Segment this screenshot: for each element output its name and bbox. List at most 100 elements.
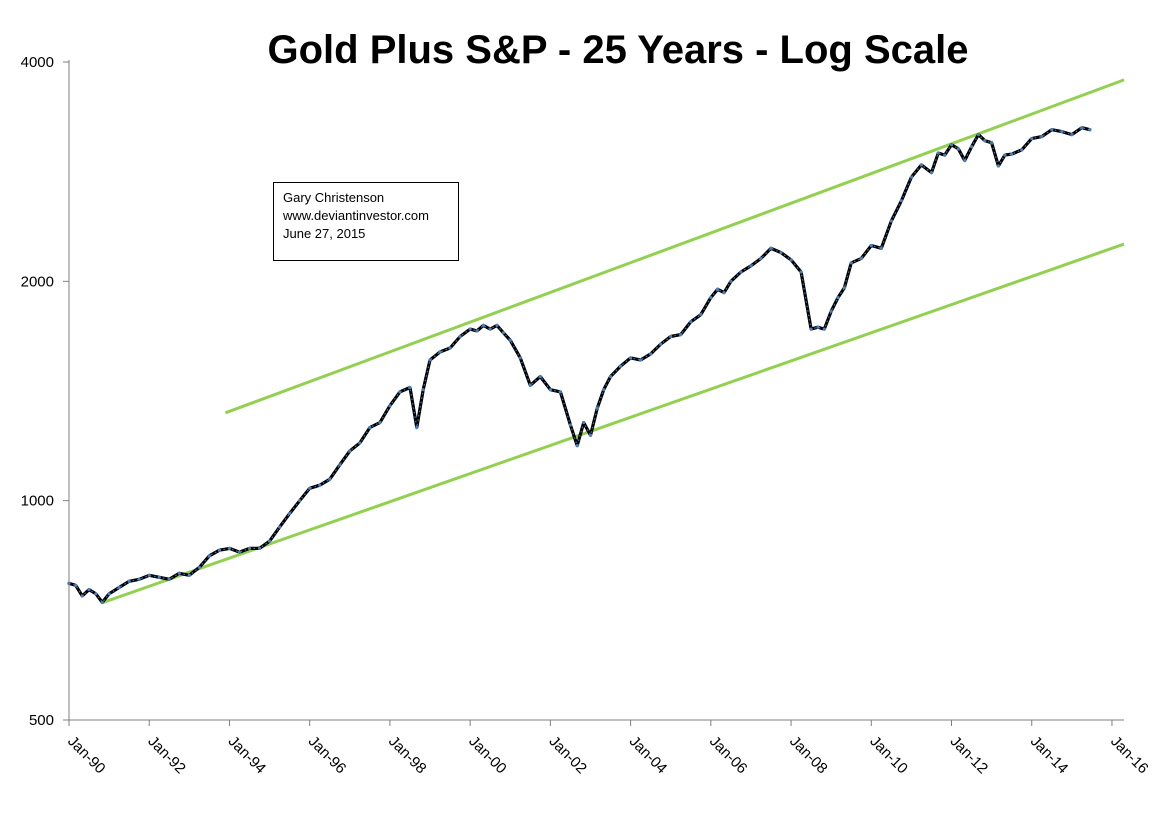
data-point: [789, 258, 793, 262]
data-point: [799, 270, 803, 274]
upper-trend-line: [224, 78, 1125, 415]
data-point: [816, 325, 820, 329]
data-point: [842, 286, 847, 290]
data-point: [495, 323, 499, 328]
data-point: [328, 477, 332, 481]
x-tick-label: Jan-90: [64, 733, 108, 777]
data-point: [889, 219, 893, 223]
data-point: [338, 463, 342, 467]
y-tick-label: 2000: [21, 273, 54, 290]
annotation-date: June 27, 2015: [283, 226, 366, 241]
data-point: [759, 256, 763, 261]
data-point: [237, 550, 242, 554]
data-point: [1020, 148, 1024, 152]
data-point: [608, 375, 613, 379]
data-point: [849, 261, 853, 265]
data-point: [909, 175, 913, 179]
data-point: [217, 548, 222, 552]
data-point: [458, 334, 462, 339]
data-point: [548, 388, 552, 392]
data-point: [207, 554, 211, 558]
data-point: [167, 577, 171, 581]
data-point: [996, 164, 1001, 168]
data-point: [538, 375, 542, 379]
x-tick-label: Jan-04: [626, 733, 670, 777]
data-point: [348, 449, 352, 453]
data-point: [859, 256, 863, 261]
data-point: [716, 287, 720, 291]
data-point: [74, 583, 78, 588]
data-point: [80, 594, 84, 598]
data-point: [639, 358, 643, 362]
data-point: [963, 158, 967, 163]
series-line-highlight: [68, 127, 1091, 604]
data-point: [187, 573, 191, 577]
x-tick-label: Jan-06: [706, 733, 750, 777]
data-point: [147, 573, 151, 577]
data-point: [177, 571, 181, 575]
data-point: [729, 279, 733, 283]
data-point: [378, 420, 382, 425]
data-point: [568, 423, 573, 427]
data-point: [87, 587, 91, 592]
x-tick-label: Jan-92: [144, 733, 188, 777]
data-point: [689, 320, 693, 324]
data-point: [247, 546, 252, 550]
data-point: [488, 327, 492, 331]
data-point: [518, 356, 522, 360]
data-point: [468, 327, 472, 331]
data-point: [428, 358, 432, 362]
data-point: [318, 483, 322, 487]
data-point: [836, 295, 840, 300]
x-tick-label: Jan-00: [465, 733, 509, 777]
chart-title: Gold Plus S&P - 25 Years - Log Scale: [267, 28, 968, 72]
y-tick-label: 4000: [21, 54, 54, 71]
data-point: [1010, 152, 1014, 156]
data-point: [943, 153, 947, 157]
x-tick-label: Jan-08: [786, 733, 830, 777]
data-point: [137, 577, 141, 581]
plot-area: 500 1000 2000 4000 Jan-90 Jan-92 Jan-94 Jan-96 J…: [21, 54, 1152, 777]
data-point: [421, 388, 425, 392]
x-tick-label: Jan-12: [947, 733, 991, 777]
data-point: [1088, 128, 1092, 132]
data-point: [936, 151, 940, 155]
data-point: [308, 486, 312, 490]
data-point: [949, 143, 954, 147]
x-tick-label: Jan-14: [1027, 733, 1071, 777]
data-point: [1080, 126, 1084, 130]
data-point: [595, 406, 599, 410]
data-point: [448, 346, 452, 350]
data-point: [288, 511, 292, 516]
data-point: [575, 444, 579, 448]
data-point: [197, 565, 201, 569]
data-point: [879, 246, 883, 250]
x-tick-label: Jan-96: [305, 733, 349, 777]
data-point: [1070, 132, 1074, 137]
data-point: [117, 585, 121, 590]
annotation-box: Gary Christenson www.deviantinvestor.com…: [273, 182, 459, 261]
data-point: [869, 243, 873, 248]
data-point: [408, 385, 412, 390]
data-point: [809, 327, 813, 331]
data-point: [1040, 134, 1044, 139]
data-point: [1030, 136, 1034, 141]
data-point: [899, 199, 903, 203]
data-point: [749, 264, 753, 268]
data-point: [582, 420, 586, 425]
data-point: [739, 270, 743, 274]
data-point: [388, 404, 392, 408]
data-point: [257, 546, 262, 550]
data-point: [475, 329, 479, 333]
data-point: [277, 525, 282, 529]
data-point: [722, 291, 726, 295]
data-point: [919, 163, 924, 167]
data-point: [829, 309, 833, 313]
data-point: [769, 246, 773, 250]
data-point: [1060, 130, 1064, 134]
data-point: [1050, 128, 1054, 132]
data-point: [415, 425, 419, 430]
data-point: [67, 581, 71, 585]
data-point: [267, 539, 272, 543]
